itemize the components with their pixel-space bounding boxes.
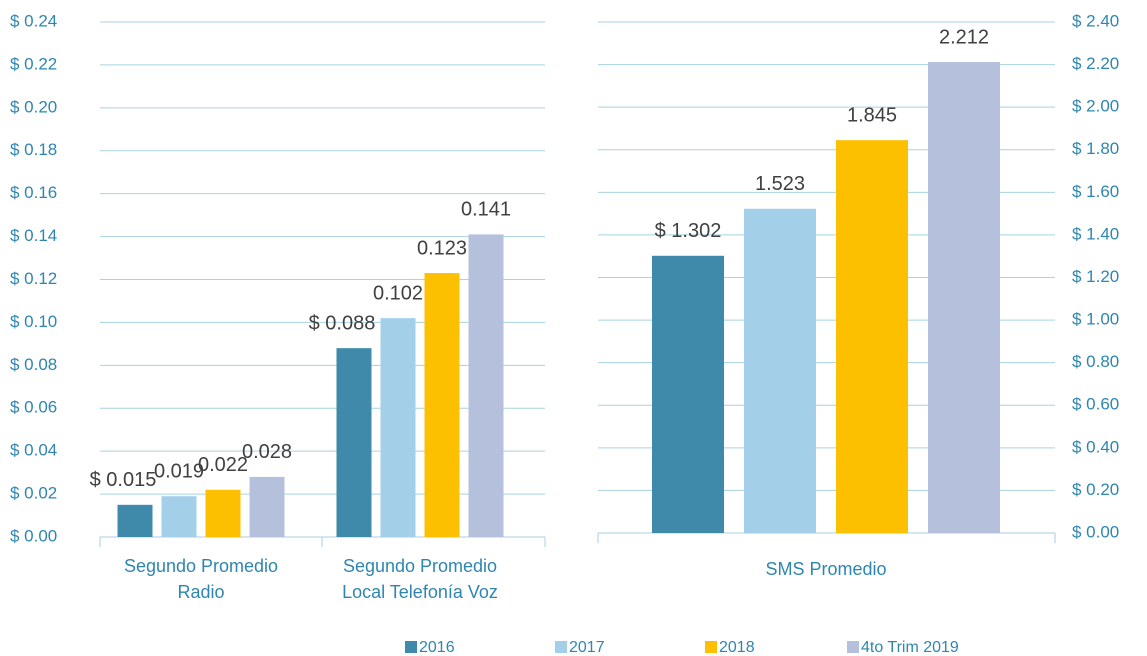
y-tick-label: $ 1.60 <box>1072 182 1119 201</box>
bar <box>336 348 372 537</box>
legend-label: 2016 <box>419 639 455 656</box>
data-label: $ 1.302 <box>655 220 722 242</box>
x-tick-label: SMS Promedio <box>765 559 887 579</box>
y-tick-label: $ 0.22 <box>10 54 57 73</box>
y-tick-label: $ 1.00 <box>1072 310 1119 329</box>
legend-label: 4to Trim 2019 <box>861 639 959 656</box>
data-label: 0.102 <box>373 282 423 304</box>
y-tick-label: $ 1.80 <box>1072 139 1119 158</box>
bar <box>928 62 1000 534</box>
y-tick-label: $ 2.00 <box>1072 97 1119 116</box>
data-label: $ 0.088 <box>309 312 376 334</box>
y-tick-label: $ 0.04 <box>10 441 57 460</box>
y-tick-label: $ 0.10 <box>10 312 57 331</box>
y-tick-label: $ 0.14 <box>10 226 57 245</box>
y-tick-label: $ 0.24 <box>10 11 57 30</box>
data-label: 0.141 <box>461 199 511 221</box>
x-tick-label: Segundo Promedio Radio <box>123 556 279 602</box>
y-tick-label: $ 0.12 <box>10 269 57 288</box>
y-tick-label: $ 0.02 <box>10 484 57 503</box>
y-tick-label: $ 0.20 <box>1072 480 1119 499</box>
legend-swatch <box>847 641 859 653</box>
bar <box>652 255 724 533</box>
bar <box>424 273 460 537</box>
legend-label: 2017 <box>569 639 605 656</box>
y-tick-label: $ 0.00 <box>1072 522 1119 541</box>
legend-swatch <box>705 641 717 653</box>
data-label: 1.523 <box>755 173 805 195</box>
y-tick-label: $ 0.60 <box>1072 395 1119 414</box>
data-label: 1.845 <box>847 104 897 126</box>
bar <box>468 234 504 537</box>
legend-label: 2018 <box>719 639 755 656</box>
y-tick-label: $ 2.40 <box>1072 11 1119 30</box>
y-tick-label: $ 0.18 <box>10 140 57 159</box>
bar <box>380 318 416 537</box>
data-label: 0.022 <box>198 454 248 476</box>
x-tick-label: Segundo Promedio Local Telefonía Voz <box>342 556 498 602</box>
y-tick-label: $ 1.20 <box>1072 267 1119 286</box>
y-tick-label: $ 2.20 <box>1072 54 1119 73</box>
y-tick-label: $ 0.06 <box>10 398 57 417</box>
bar <box>836 140 908 533</box>
bar <box>117 504 153 537</box>
y-tick-label: $ 0.80 <box>1072 352 1119 371</box>
data-label: 0.019 <box>154 461 204 483</box>
y-tick-label: $ 0.00 <box>10 526 57 545</box>
y-tick-label: $ 0.16 <box>10 183 57 202</box>
bar <box>205 489 241 537</box>
data-label: $ 0.015 <box>90 469 157 491</box>
y-tick-label: $ 1.40 <box>1072 224 1119 243</box>
y-tick-label: $ 0.40 <box>1072 437 1119 456</box>
data-label: 0.123 <box>417 237 467 259</box>
data-label: 2.212 <box>939 26 989 48</box>
legend-swatch <box>405 641 417 653</box>
bar <box>249 476 285 537</box>
legend-swatch <box>555 641 567 653</box>
bar <box>161 496 197 537</box>
y-tick-label: $ 0.20 <box>10 97 57 116</box>
y-tick-label: $ 0.08 <box>10 355 57 374</box>
data-label: 0.028 <box>242 441 292 463</box>
bar <box>744 208 816 534</box>
